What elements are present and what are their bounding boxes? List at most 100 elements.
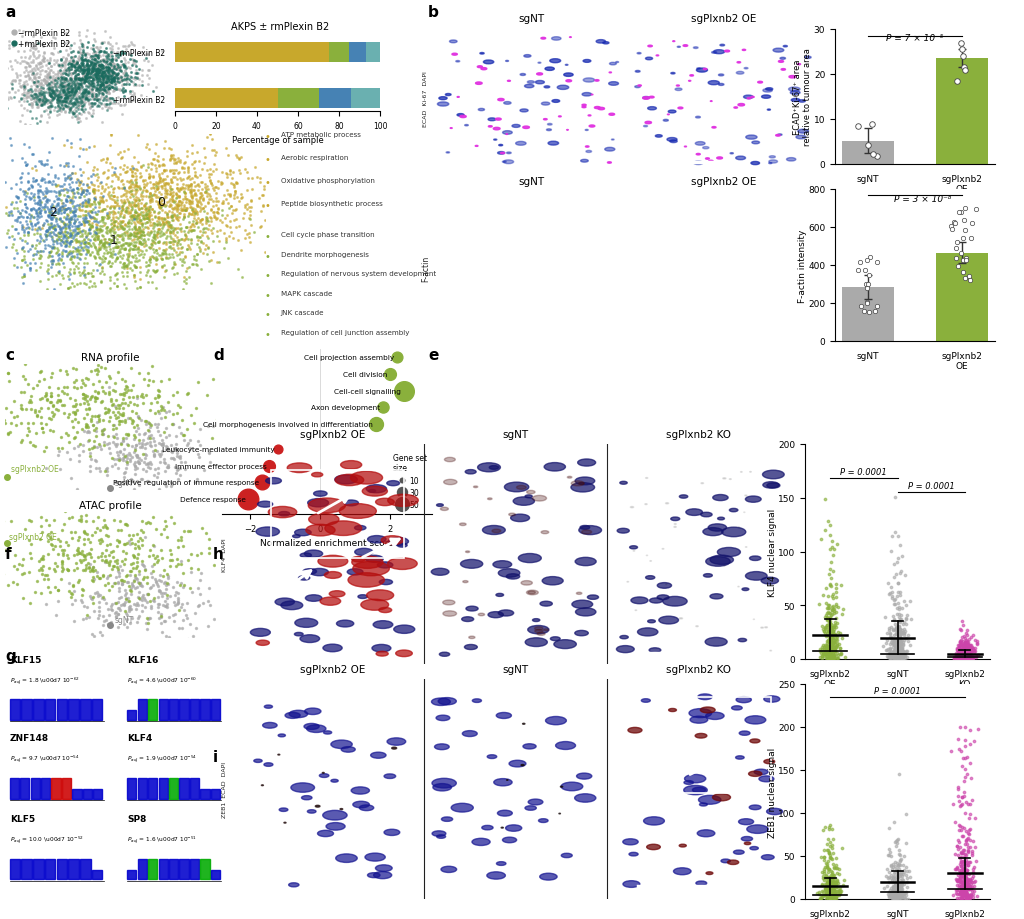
Point: [0, 223, 15, 238]
Point: [55, 101, 72, 116]
Point: [34, 525, 50, 539]
Point: [60, 247, 77, 262]
Point: [112, 243, 128, 257]
Point: [108, 210, 124, 224]
Point: [157, 586, 173, 601]
Point: [181, 183, 198, 198]
Point: [62, 525, 79, 539]
Circle shape: [709, 161, 713, 163]
Point: [55, 82, 72, 96]
Point: [61, 101, 78, 116]
Point: [207, 149, 223, 164]
Point: [150, 214, 166, 229]
Point: [73, 57, 89, 72]
Point: [71, 59, 87, 74]
Point: [191, 243, 208, 257]
Point: [891, 610, 907, 625]
Point: [94, 69, 111, 84]
Point: [139, 78, 156, 93]
Point: [100, 181, 117, 196]
Point: [221, 201, 238, 216]
Point: [101, 206, 118, 221]
Point: [67, 212, 83, 227]
Point: [77, 69, 93, 84]
Point: [127, 178, 143, 193]
Point: [62, 228, 79, 243]
Point: [159, 183, 175, 198]
Point: [823, 628, 840, 642]
Point: [22, 261, 38, 276]
Point: [176, 199, 193, 213]
Point: [130, 456, 146, 471]
Point: [814, 865, 830, 879]
Point: [92, 74, 109, 88]
Point: [827, 620, 844, 635]
Point: [92, 64, 109, 79]
Point: [23, 86, 39, 101]
Circle shape: [532, 496, 547, 502]
Point: [823, 886, 840, 901]
Point: [820, 652, 837, 666]
Point: [102, 83, 119, 97]
Point: [199, 130, 215, 145]
Point: [154, 179, 170, 194]
Point: [50, 244, 67, 258]
Point: [19, 166, 36, 181]
Point: [75, 563, 91, 578]
Point: [13, 151, 30, 165]
Point: [883, 871, 899, 886]
Point: [43, 87, 59, 102]
Point: [63, 58, 80, 73]
Point: [114, 64, 130, 79]
Circle shape: [648, 46, 652, 48]
Point: [11, 23, 28, 38]
Point: [127, 568, 143, 583]
Point: [30, 187, 46, 201]
Point: [60, 269, 77, 284]
Point: [33, 56, 49, 71]
Point: [185, 176, 202, 190]
Point: [49, 74, 66, 89]
Point: [159, 460, 175, 474]
Circle shape: [630, 546, 638, 550]
Point: [968, 202, 984, 217]
Point: [100, 255, 117, 270]
Point: [170, 154, 186, 169]
Point: [152, 436, 168, 450]
Point: [42, 82, 58, 96]
Point: [90, 59, 106, 74]
Point: [816, 882, 833, 897]
Point: [147, 180, 164, 195]
Point: [819, 612, 836, 627]
Circle shape: [538, 63, 541, 64]
Point: [24, 62, 40, 77]
Point: [203, 211, 219, 226]
Point: [29, 67, 45, 82]
Point: [828, 861, 845, 876]
Point: [144, 549, 161, 563]
Point: [98, 97, 115, 112]
Bar: [329, 43, 349, 62]
Point: [78, 211, 94, 226]
Point: [31, 190, 47, 205]
Point: [158, 578, 174, 593]
Point: [134, 192, 151, 207]
Point: [959, 652, 976, 666]
Point: [71, 100, 87, 115]
Point: [100, 69, 117, 84]
Point: [51, 211, 68, 226]
Point: [127, 570, 143, 584]
Point: [67, 406, 83, 421]
Point: [122, 190, 138, 205]
Point: [132, 214, 148, 229]
Point: [72, 226, 88, 241]
Point: [121, 39, 137, 53]
Point: [114, 563, 130, 578]
Point: [101, 233, 118, 247]
Point: [958, 633, 975, 648]
Point: [80, 180, 96, 195]
Point: [822, 642, 839, 657]
Point: [49, 88, 66, 103]
Point: [76, 88, 92, 103]
Point: [71, 149, 87, 164]
